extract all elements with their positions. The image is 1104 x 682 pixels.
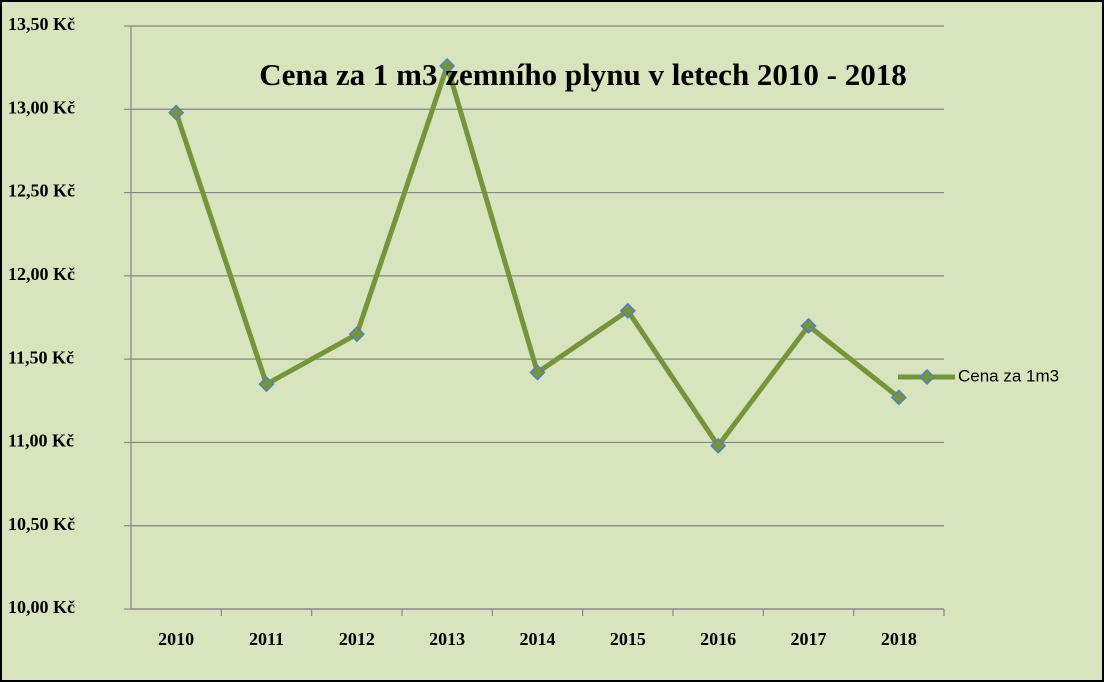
x-tick-label: 2018 — [881, 629, 917, 649]
legend-marker — [918, 368, 936, 386]
y-tick-label: 12,50 Kč — [8, 181, 75, 201]
x-tick-label: 2014 — [520, 629, 556, 649]
x-tick-label: 2015 — [610, 629, 646, 649]
data-marker — [168, 104, 185, 121]
y-tick-label: 11,50 Kč — [8, 347, 74, 367]
y-tick-label: 12,00 Kč — [8, 264, 75, 284]
data-marker — [258, 376, 275, 393]
x-tick-label: 2010 — [158, 629, 194, 649]
x-tick-label: 2017 — [791, 629, 827, 649]
y-tick-label: 10,00 Kč — [8, 597, 75, 617]
y-tick-label: 13,00 Kč — [8, 97, 75, 117]
data-marker — [619, 302, 636, 319]
y-tick-label: 13,50 Kč — [8, 14, 75, 34]
y-tick-label: 10,50 Kč — [8, 514, 75, 534]
data-marker — [439, 57, 456, 75]
x-tick-label: 2016 — [700, 629, 736, 649]
data-marker — [529, 364, 546, 381]
chart-title: Cena za 1 m3 zemního plynu v letech 2010… — [259, 57, 907, 92]
data-marker — [348, 326, 365, 343]
x-tick-label: 2013 — [429, 629, 465, 649]
data-marker — [890, 389, 907, 406]
legend-label: Cena za 1m3 — [958, 366, 1059, 385]
data-marker — [710, 437, 727, 454]
x-tick-label: 2012 — [339, 629, 375, 649]
data-marker — [800, 317, 817, 334]
x-tick-label: 2011 — [249, 629, 284, 649]
y-tick-label: 11,00 Kč — [8, 431, 74, 451]
